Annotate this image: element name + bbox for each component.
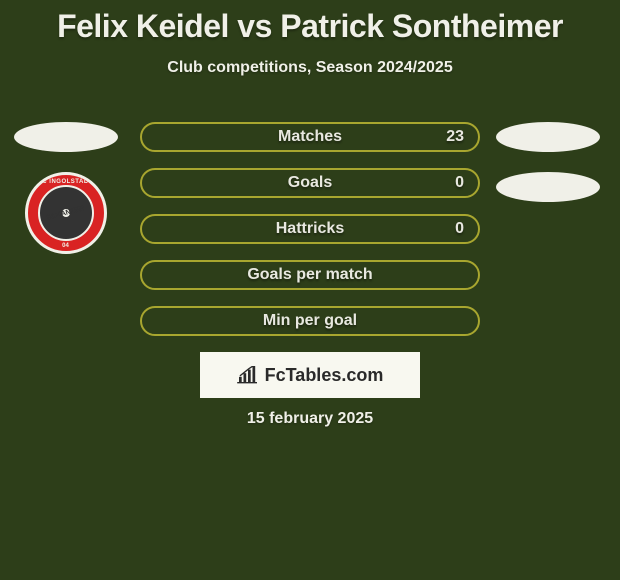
right-player-club-placeholder [496, 172, 600, 202]
stat-label: Min per goal [263, 312, 357, 330]
stat-row-goals: Goals 0 [140, 168, 480, 198]
watermark-label: FcTables.com [265, 365, 384, 386]
left-player-column: FC INGOLSTADT SCHANZER 04 [8, 122, 123, 257]
page-title: Felix Keidel vs Patrick Sontheimer [0, 0, 620, 45]
stat-value: 0 [455, 174, 464, 192]
right-player-column [490, 122, 605, 222]
stats-container: Matches 23 Goals 0 Hattricks 0 Goals per… [140, 122, 480, 352]
left-player-avatar-placeholder [14, 122, 118, 152]
stat-row-goals-per-match: Goals per match [140, 260, 480, 290]
stat-row-min-per-goal: Min per goal [140, 306, 480, 336]
stat-row-hattricks: Hattricks 0 [140, 214, 480, 244]
chart-icon [237, 366, 259, 384]
badge-text-center: SCHANZER [46, 205, 85, 222]
watermark: FcTables.com [200, 352, 420, 398]
stat-label: Goals [288, 174, 332, 192]
date-label: 15 february 2025 [0, 410, 620, 428]
left-player-club-badge: FC INGOLSTADT SCHANZER 04 [16, 172, 116, 257]
stat-value: 0 [455, 220, 464, 238]
stat-row-matches: Matches 23 [140, 122, 480, 152]
stat-value: 23 [446, 128, 464, 146]
stat-label: Goals per match [247, 266, 372, 284]
right-player-avatar-placeholder [496, 122, 600, 152]
badge-text-bottom: 04 [28, 243, 104, 249]
subtitle: Club competitions, Season 2024/2025 [0, 59, 620, 77]
stat-label: Hattricks [276, 220, 344, 238]
stat-label: Matches [278, 128, 342, 146]
